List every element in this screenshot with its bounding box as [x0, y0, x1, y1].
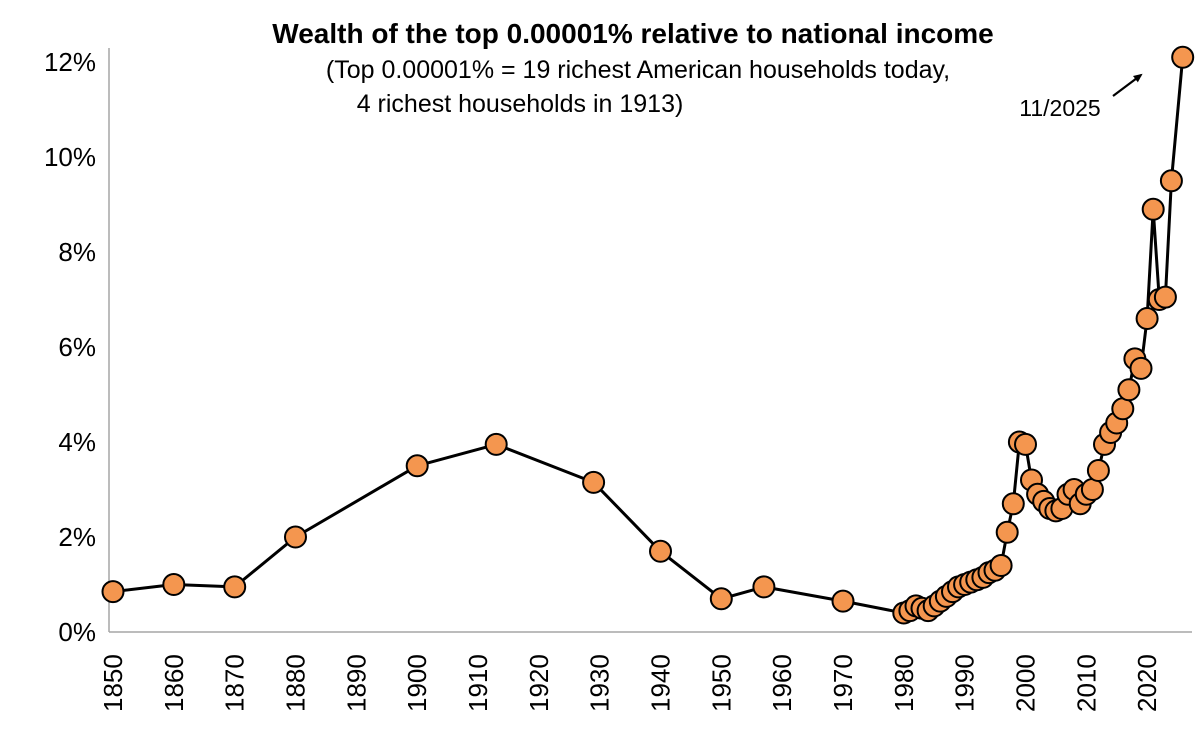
y-axis-tick-labels: 0% 2% 4% 6% 8% 10% 12% [44, 47, 96, 647]
data-point-marker [709, 587, 733, 611]
data-point-marker [1171, 45, 1195, 69]
data-point-marker [1153, 285, 1177, 309]
x-tick-label: 1990 [950, 654, 980, 712]
x-tick-label: 1880 [280, 654, 310, 712]
x-axis-tick-labels: 1850 1860 1870 1880 1890 1900 1910 1920 1930 1940… [98, 654, 1162, 712]
x-tick-label: 1910 [463, 654, 493, 712]
data-point-marker [284, 525, 307, 549]
x-tick-label: 1930 [585, 654, 615, 712]
data-point-marker [101, 580, 125, 604]
data-point-marker [752, 575, 776, 599]
x-tick-label: 1850 [98, 654, 128, 712]
data-point-marker [1141, 197, 1165, 221]
data-point-marker [995, 520, 1019, 544]
data-point-marker [162, 573, 186, 596]
data-point-marker [989, 554, 1013, 577]
data-point-marker [582, 470, 606, 494]
x-tick-label: 1980 [889, 654, 919, 712]
data-point-marker [405, 454, 429, 478]
x-tick-label: 2000 [1010, 654, 1040, 712]
data-point-marker [649, 539, 672, 563]
data-point-marker [223, 575, 247, 599]
chart-subtitle-line1: (Top 0.00001% = 19 richest American hous… [325, 56, 951, 84]
x-tick-label: 2010 [1071, 654, 1101, 712]
chart-title: Wealth of the top 0.00001% relative to n… [272, 18, 994, 49]
annotation-arrow-icon [1112, 73, 1143, 97]
data-point-marker [831, 589, 855, 613]
data-point-marker [1117, 378, 1141, 402]
x-tick-label: 1920 [524, 654, 554, 712]
x-tick-label: 2020 [1132, 654, 1162, 712]
x-tick-label: 1900 [402, 654, 432, 712]
series-line [111, 55, 1185, 615]
x-tick-label: 1890 [341, 654, 371, 712]
data-point-marker [1111, 397, 1135, 421]
data-point-marker [1159, 169, 1183, 193]
data-point-marker [1129, 356, 1153, 380]
data-point-marker [1001, 492, 1025, 516]
data-point-marker [484, 432, 508, 456]
x-tick-label: 1940 [645, 654, 675, 712]
data-point-marker [1135, 307, 1159, 330]
data-series [101, 45, 1195, 625]
x-tick-label: 1950 [706, 654, 736, 712]
annotation-label: 11/2025 [1019, 95, 1100, 121]
y-tick-label: 12% [44, 47, 96, 77]
chart-subtitle-line2: 4 richest households in 1913) [356, 90, 684, 118]
y-tick-label: 2% [58, 522, 96, 552]
data-point-marker [1014, 432, 1037, 456]
data-point-marker [1080, 478, 1104, 501]
x-tick-label: 1860 [159, 654, 189, 712]
y-tick-label: 10% [44, 142, 96, 172]
y-tick-label: 4% [58, 427, 96, 457]
y-tick-label: 8% [58, 237, 96, 267]
y-tick-label: 6% [58, 332, 96, 362]
x-tick-label: 1870 [220, 654, 250, 712]
x-tick-label: 1960 [767, 654, 797, 712]
data-point-marker [1086, 459, 1110, 482]
x-tick-label: 1970 [828, 654, 858, 712]
y-tick-label: 0% [58, 617, 96, 647]
